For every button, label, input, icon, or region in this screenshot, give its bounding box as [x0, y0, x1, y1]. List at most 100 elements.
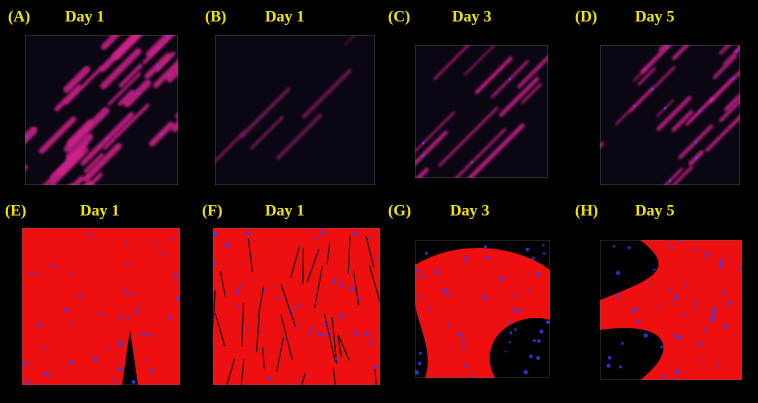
nucleus: [505, 351, 507, 353]
nucleus: [357, 296, 360, 299]
nucleus: [160, 133, 162, 135]
nucleus: [674, 303, 676, 305]
nucleus: [695, 309, 698, 312]
nucleus: [616, 294, 619, 297]
nucleus: [135, 313, 138, 316]
micrograph: [201, 228, 383, 403]
figure: (A)Day 1(B)Day 1(C)Day 3(D)Day 5(E)Day 1…: [0, 0, 758, 403]
nucleus: [100, 312, 103, 315]
nucleus: [29, 272, 31, 274]
nucleus: [442, 288, 446, 292]
nucleus: [539, 329, 543, 333]
nucleus: [354, 331, 358, 335]
nucleus: [136, 307, 140, 311]
nucleus: [653, 269, 655, 271]
nucleus: [239, 284, 242, 287]
panel-label: (C): [388, 9, 410, 26]
nucleus: [434, 270, 438, 274]
nucleus: [369, 342, 372, 345]
nucleus: [723, 324, 727, 328]
nucleus: [705, 253, 709, 257]
panel-day: Day 5: [635, 9, 675, 26]
nucleus: [732, 77, 734, 79]
nucleus: [120, 316, 123, 319]
nucleus: [695, 141, 697, 143]
nucleus: [300, 243, 302, 245]
nucleus: [161, 252, 164, 255]
nucleus: [171, 275, 173, 277]
nucleus: [136, 92, 138, 94]
nucleus: [471, 161, 473, 163]
fiber-gap: [303, 248, 304, 283]
nucleus: [260, 331, 262, 333]
nucleus: [364, 332, 368, 336]
nucleus: [118, 340, 120, 342]
nucleus: [648, 283, 650, 285]
nucleus: [324, 323, 327, 326]
nucleus: [621, 342, 624, 345]
nucleus: [93, 356, 98, 361]
nucleus: [274, 286, 276, 288]
nucleus: [469, 375, 472, 378]
panel-day: Day 1: [265, 203, 305, 220]
nucleus: [332, 279, 336, 283]
nucleus: [446, 293, 450, 297]
panel-label: (H): [575, 203, 598, 220]
nucleus: [310, 327, 313, 330]
nucleus: [418, 362, 422, 366]
nucleus: [43, 346, 46, 349]
nucleus: [727, 301, 731, 305]
nucleus: [529, 355, 533, 359]
nucleus: [27, 381, 30, 384]
nucleus: [144, 359, 146, 361]
nucleus: [664, 107, 666, 109]
nucleus: [666, 46, 668, 48]
panel-label: (G): [388, 203, 411, 220]
nucleus: [419, 352, 422, 355]
nucleus: [297, 303, 300, 306]
nucleus: [297, 379, 299, 381]
nucleus: [298, 326, 300, 328]
nucleus: [131, 380, 135, 384]
nucleus: [425, 252, 428, 255]
nucleus: [660, 346, 663, 349]
nucleus: [130, 334, 132, 336]
nucleus: [150, 369, 154, 373]
nucleus: [421, 155, 423, 157]
nucleus: [461, 338, 464, 341]
nucleus: [68, 360, 72, 364]
nucleus: [236, 290, 240, 294]
nucleus: [669, 288, 672, 291]
nucleus: [486, 256, 490, 260]
nucleus: [340, 314, 344, 318]
nucleus: [669, 180, 671, 182]
nucleus: [719, 265, 723, 269]
nucleus: [675, 370, 680, 375]
nucleus: [484, 245, 487, 248]
nucleus: [685, 283, 688, 286]
nucleus: [631, 309, 635, 313]
panel-day: Day 5: [635, 203, 675, 220]
nucleus: [166, 35, 168, 37]
panel-label: (D): [575, 9, 597, 26]
nucleus: [171, 238, 173, 240]
nucleus: [628, 246, 631, 249]
nucleus: [105, 349, 107, 351]
nucleus: [698, 342, 702, 346]
nucleus: [34, 272, 37, 275]
panel-label: (B): [205, 9, 226, 26]
nucleus: [26, 136, 28, 138]
nucleus: [674, 334, 678, 338]
nucleus: [695, 157, 697, 159]
nucleus: [335, 357, 338, 360]
nucleus: [518, 309, 522, 313]
nucleus: [462, 345, 466, 349]
nucleus: [526, 248, 530, 252]
panel-label: (A): [8, 9, 30, 26]
nucleus: [123, 290, 127, 294]
nucleus: [126, 261, 129, 264]
nucleus: [64, 308, 68, 312]
nucleus: [511, 308, 515, 312]
nucleus: [149, 333, 153, 337]
nucleus: [710, 317, 715, 322]
